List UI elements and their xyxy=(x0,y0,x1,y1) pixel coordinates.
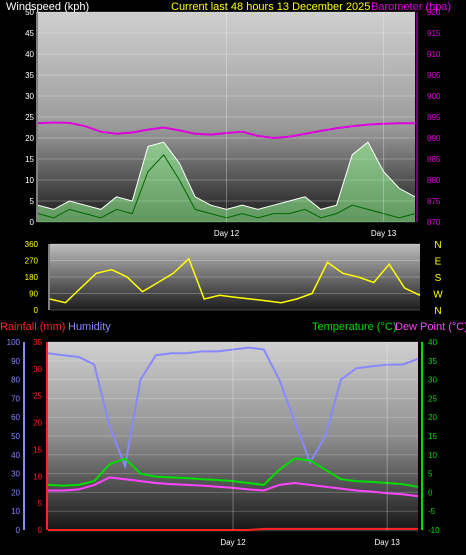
wind-tick-label: 0 xyxy=(30,218,35,227)
barometer-tick-label: 915 xyxy=(427,29,441,38)
rainfall-series-line xyxy=(48,527,418,531)
compass-tick-label: S xyxy=(435,273,442,284)
compass-tick-label: N xyxy=(434,306,441,317)
barometer-tick-label: 920 xyxy=(427,8,441,17)
temperature-tick-label: 30 xyxy=(428,376,437,385)
humidity-tick-label: 70 xyxy=(11,394,20,403)
barometer-axis-title: Barometer (hpa) xyxy=(371,1,451,13)
day-tick-label: Day 12 xyxy=(214,229,240,238)
humidity-tick-label: 100 xyxy=(7,338,21,347)
rainfall-tick-label: 0 xyxy=(38,526,43,535)
humidity-tick-label: 40 xyxy=(11,451,20,460)
humidity-tick-label: 60 xyxy=(11,413,20,422)
humidity-tick-label: 10 xyxy=(11,507,20,516)
humidity-tick-label: 80 xyxy=(11,376,20,385)
humidity-series-line xyxy=(47,346,419,470)
rainfall-tick-label: 5 xyxy=(38,499,43,508)
barometer-series-line xyxy=(37,121,415,140)
gust-area xyxy=(38,142,415,222)
wind-tick-label: 40 xyxy=(25,50,34,59)
barometer-tick-label: 880 xyxy=(427,176,441,185)
wind-tick-label: 15 xyxy=(25,155,34,164)
wind-tick-label: 5 xyxy=(30,197,35,206)
climate-plot-area xyxy=(48,342,418,532)
wind-tick-label: 30 xyxy=(25,92,34,101)
rainfall-tick-label: 20 xyxy=(33,419,42,428)
barometer-tick-label: 900 xyxy=(427,92,441,101)
barometer-tick-label: 905 xyxy=(427,71,441,80)
temperature-tick-label: 5 xyxy=(428,470,433,479)
direction-tick-label: 360 xyxy=(25,240,39,249)
barometer-tick-label: 890 xyxy=(427,134,441,143)
barometer-tick-label: 910 xyxy=(427,50,441,59)
wind-tick-label: 20 xyxy=(25,134,34,143)
windspeed-axis-title: Windspeed (kph) xyxy=(6,1,89,13)
barometer-tick-label: 870 xyxy=(427,218,441,227)
wind-tick-label: 25 xyxy=(25,113,34,122)
temperature-tick-label: 40 xyxy=(428,338,437,347)
dewpoint-axis-title: Dew Point (°C) xyxy=(395,321,466,333)
barometer-tick-label: 875 xyxy=(427,197,441,206)
temperature-tick-label: 15 xyxy=(428,432,437,441)
rainfall-tick-label: 35 xyxy=(33,338,42,347)
rainfall-tick-label: 30 xyxy=(33,365,42,374)
barometer-tick-label: 895 xyxy=(427,113,441,122)
temperature-series-line xyxy=(47,457,419,488)
gust-series-line xyxy=(37,141,416,210)
temperature-tick-label: 0 xyxy=(428,488,433,497)
direction-tick-label: 270 xyxy=(25,257,39,266)
chart-title: Current last 48 hours 13 December 2025 xyxy=(171,1,370,13)
temperature-tick-label: 35 xyxy=(428,357,437,366)
rainfall-axis-title: Rainfall (mm) xyxy=(0,321,65,333)
day-tick-label: Day 12 xyxy=(220,538,246,547)
compass-tick-label: W xyxy=(433,290,443,301)
rainfall-tick-label: 10 xyxy=(33,472,42,481)
humidity-tick-label: 20 xyxy=(11,488,20,497)
humidity-axis-title: Humidity xyxy=(68,321,111,333)
humidity-tick-label: 90 xyxy=(11,357,20,366)
rainfall-tick-label: 15 xyxy=(33,445,42,454)
direction-series-line xyxy=(49,257,421,304)
direction-tick-label: 0 xyxy=(34,306,39,315)
temperature-tick-label: 10 xyxy=(428,451,437,460)
windspeed-series-line xyxy=(37,153,416,219)
rainfall-tick-label: 25 xyxy=(33,392,42,401)
humidity-tick-label: 0 xyxy=(16,526,21,535)
wind-tick-label: 45 xyxy=(25,29,34,38)
direction-tick-label: 90 xyxy=(29,290,38,299)
day-tick-label: Day 13 xyxy=(371,229,397,238)
temperature-tick-label: -10 xyxy=(428,526,440,535)
day-tick-label: Day 13 xyxy=(374,538,400,547)
dewpoint-series-line xyxy=(48,476,419,498)
temperature-tick-label: 20 xyxy=(428,413,437,422)
wind-tick-label: 35 xyxy=(25,71,34,80)
temperature-axis-title: Temperature (°C) xyxy=(312,321,396,333)
wind-tick-label: 50 xyxy=(25,8,34,17)
temperature-tick-label: -5 xyxy=(428,507,436,516)
compass-tick-label: N xyxy=(434,240,441,251)
humidity-tick-label: 50 xyxy=(11,432,20,441)
temperature-tick-label: 25 xyxy=(428,394,437,403)
barometer-tick-label: 885 xyxy=(427,155,441,164)
direction-tick-label: 180 xyxy=(25,273,39,282)
wind-tick-label: 10 xyxy=(25,176,34,185)
compass-tick-label: E xyxy=(435,257,442,268)
humidity-tick-label: 30 xyxy=(11,470,20,479)
